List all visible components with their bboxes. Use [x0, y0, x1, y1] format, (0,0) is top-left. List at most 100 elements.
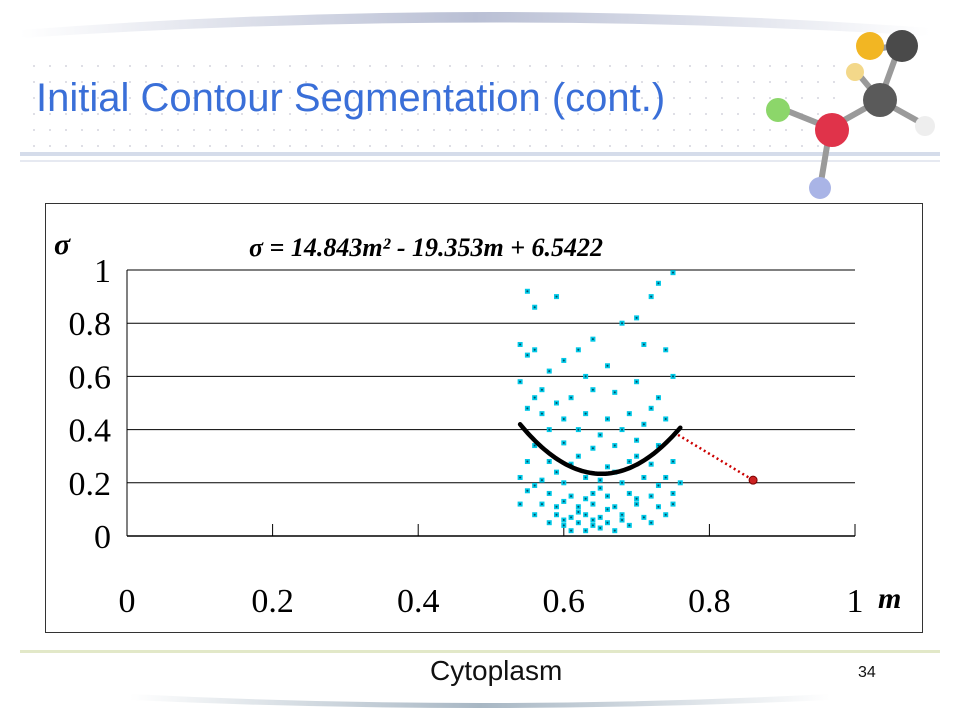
- data-point: [604, 506, 610, 512]
- y-tick-label: 0.8: [69, 306, 112, 343]
- data-point: [546, 459, 552, 465]
- data-point: [524, 405, 530, 411]
- data-point-center: [664, 417, 667, 420]
- data-point-center: [584, 375, 587, 378]
- data-point-center: [519, 343, 522, 346]
- data-point: [561, 522, 567, 528]
- data-point-center: [584, 476, 587, 479]
- x-tick-label: 0.2: [251, 583, 294, 620]
- data-point: [626, 490, 632, 496]
- data-point: [597, 485, 603, 491]
- data-point-center: [562, 500, 565, 503]
- data-point-center: [606, 417, 609, 420]
- data-point: [583, 373, 589, 379]
- data-point-center: [657, 505, 660, 508]
- data-point: [670, 490, 676, 496]
- data-point: [517, 474, 523, 480]
- data-point-center: [548, 460, 551, 463]
- data-point: [619, 512, 625, 518]
- data-point-center: [679, 481, 682, 484]
- data-point-center: [613, 444, 616, 447]
- data-point: [648, 520, 654, 526]
- data-point: [532, 482, 538, 488]
- data-point: [561, 440, 567, 446]
- data-point-center: [657, 396, 660, 399]
- data-point-center: [635, 380, 638, 383]
- data-point-center: [628, 524, 631, 527]
- data-point-center: [533, 444, 536, 447]
- data-point-center: [577, 348, 580, 351]
- data-point: [677, 480, 683, 486]
- data-point: [597, 477, 603, 483]
- x-axis-label: m: [878, 582, 901, 615]
- data-point-center: [599, 479, 602, 482]
- data-point-center: [540, 503, 543, 506]
- data-point: [604, 464, 610, 470]
- data-point: [663, 347, 669, 353]
- data-point-center: [584, 529, 587, 532]
- x-tick-label: 1: [847, 583, 864, 620]
- data-point: [641, 474, 647, 480]
- data-point-center: [628, 492, 631, 495]
- data-point-center: [548, 521, 551, 524]
- data-point-center: [650, 295, 653, 298]
- data-point-center: [664, 348, 667, 351]
- data-point: [590, 490, 596, 496]
- data-point-center: [570, 516, 573, 519]
- data-point-center: [540, 388, 543, 391]
- data-point-center: [584, 412, 587, 415]
- data-point-center: [657, 484, 660, 487]
- data-point-center: [548, 492, 551, 495]
- data-point: [546, 368, 552, 374]
- data-point-center: [606, 465, 609, 468]
- data-point-center: [570, 396, 573, 399]
- data-point-center: [657, 282, 660, 285]
- data-point: [670, 501, 676, 507]
- data-point: [634, 379, 640, 385]
- data-point: [655, 482, 661, 488]
- data-point: [539, 477, 545, 483]
- data-point: [590, 445, 596, 451]
- data-point-center: [555, 513, 558, 516]
- data-point-center: [577, 521, 580, 524]
- data-point-center: [672, 375, 674, 378]
- data-point-center: [533, 306, 536, 309]
- data-point: [604, 493, 610, 499]
- data-point-center: [562, 359, 565, 362]
- data-point: [619, 427, 625, 433]
- data-point: [604, 416, 610, 422]
- y-tick-label: 0.2: [69, 466, 112, 503]
- data-point-center: [562, 417, 565, 420]
- data-point-center: [650, 407, 653, 410]
- data-point: [590, 522, 596, 528]
- data-point: [597, 525, 603, 531]
- data-point-center: [540, 412, 543, 415]
- data-point-center: [533, 348, 536, 351]
- x-tick-label: 0.8: [688, 583, 731, 620]
- data-point-center: [635, 455, 638, 458]
- data-point: [583, 411, 589, 417]
- data-point: [634, 453, 640, 459]
- data-point: [634, 496, 640, 502]
- fit-curve: [517, 422, 683, 477]
- pointer-marker: [748, 475, 758, 485]
- data-point: [648, 493, 654, 499]
- chart-title: σ = 14.843m² - 19.353m + 6.5422: [249, 233, 603, 262]
- data-point-center: [635, 503, 638, 506]
- data-point-center: [555, 505, 558, 508]
- y-tick-label: 0.4: [69, 413, 112, 450]
- data-point-center: [672, 503, 674, 506]
- slide-title: Initial Contour Segmentation (cont.): [36, 76, 666, 120]
- data-point-center: [642, 476, 645, 479]
- data-point-center: [621, 322, 624, 325]
- data-point-center: [577, 455, 580, 458]
- data-point: [597, 514, 603, 520]
- data-point-center: [664, 476, 667, 479]
- data-point: [575, 347, 581, 353]
- data-point: [583, 474, 589, 480]
- data-point: [546, 520, 552, 526]
- data-point-center: [672, 460, 674, 463]
- chart-frame: 0 0.2 0.4 0.6 0.8 1 0 0.2 0.4 0.6 0.8 1 σ m σ = 14.843…: [45, 203, 923, 633]
- data-point: [532, 395, 538, 401]
